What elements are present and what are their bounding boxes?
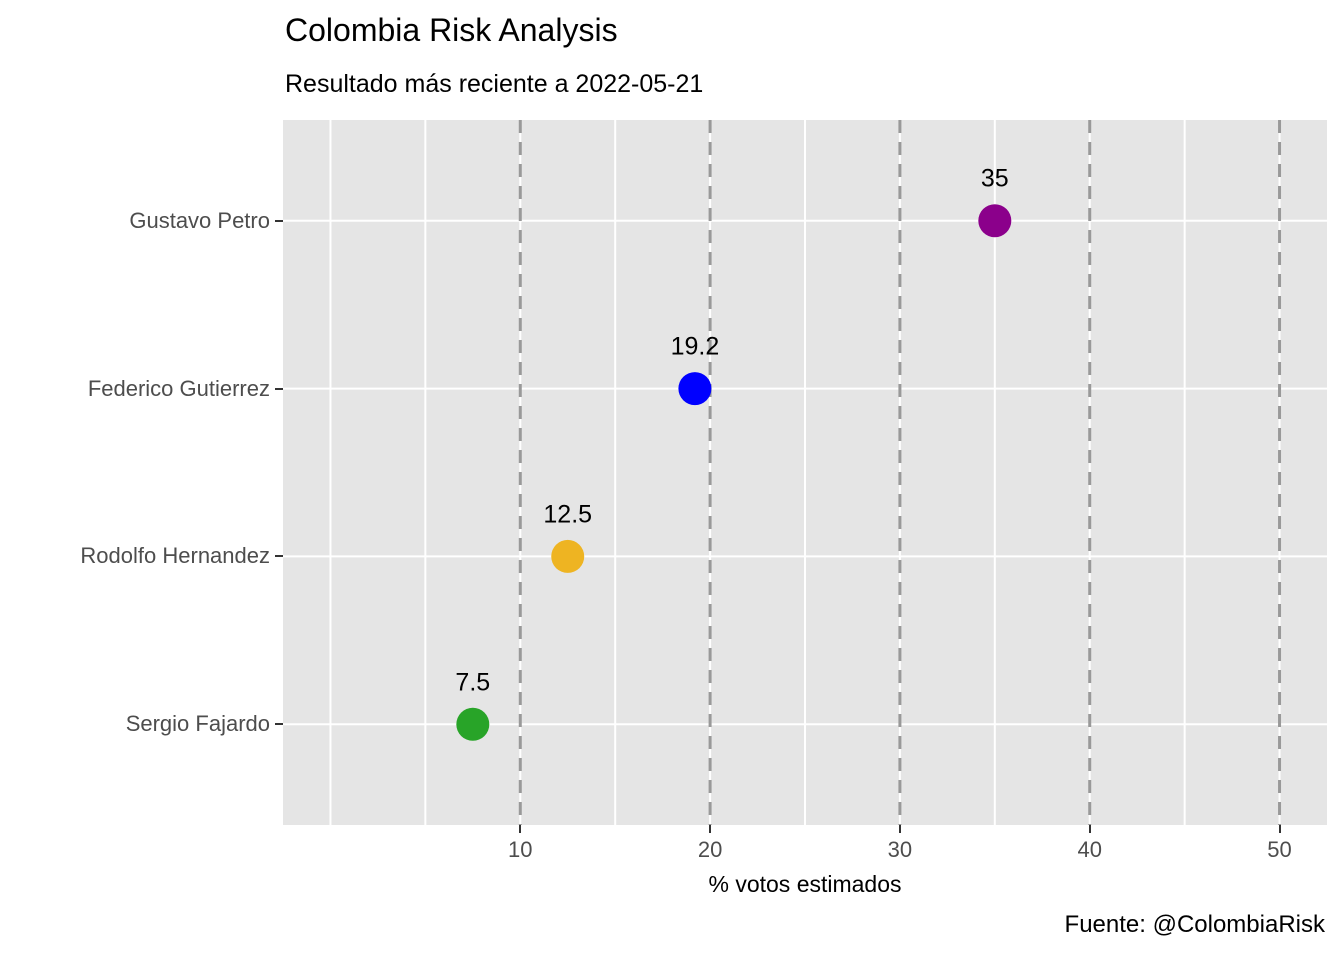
value-label: 19.2 xyxy=(671,333,720,361)
x-axis-tick-label: 20 xyxy=(697,837,723,862)
y-axis-label: Federico Gutierrez xyxy=(87,375,270,401)
y-tick-mark xyxy=(275,723,283,726)
y-tick-mark xyxy=(275,387,283,390)
data-point-federico-gutierrez xyxy=(678,372,712,406)
value-label: 7.5 xyxy=(455,668,490,696)
data-point-sergio-fajardo xyxy=(456,707,490,741)
x-tick-mark xyxy=(709,825,712,833)
chart-subtitle: Resultado más reciente a 2022-05-21 xyxy=(285,70,704,98)
plot-area: 35 19.2 12.5 7.5 xyxy=(283,120,1327,825)
value-label: 12.5 xyxy=(543,500,592,528)
y-tick-mark xyxy=(275,555,283,558)
x-axis-tick-label: 10 xyxy=(508,837,533,862)
x-axis-title: % votos estimados xyxy=(708,871,902,897)
y-axis-label: Sergio Fajardo xyxy=(125,711,270,737)
y-axis-label: Gustavo Petro xyxy=(129,207,270,233)
x-tick-mark xyxy=(519,825,522,833)
x-axis-tick-label: 40 xyxy=(1077,837,1102,862)
plot-panel: 35 19.2 12.5 7.5 xyxy=(283,120,1327,825)
y-axis-label: Rodolfo Hernandez xyxy=(80,543,270,569)
x-axis-tick-label: 50 xyxy=(1267,837,1292,862)
y-tick-mark xyxy=(275,219,283,222)
caption: Fuente: @ColombiaRisk xyxy=(1064,911,1325,938)
x-axis-tick-label: 30 xyxy=(887,837,913,862)
x-tick-mark xyxy=(1088,825,1091,833)
value-label: 35 xyxy=(981,165,1009,193)
data-point-gustavo-petro xyxy=(978,204,1012,238)
x-tick-mark xyxy=(1278,825,1281,833)
x-tick-mark xyxy=(898,825,901,833)
chart-title: Colombia Risk Analysis xyxy=(285,12,618,48)
data-point-rodolfo-hernandez xyxy=(551,539,585,573)
